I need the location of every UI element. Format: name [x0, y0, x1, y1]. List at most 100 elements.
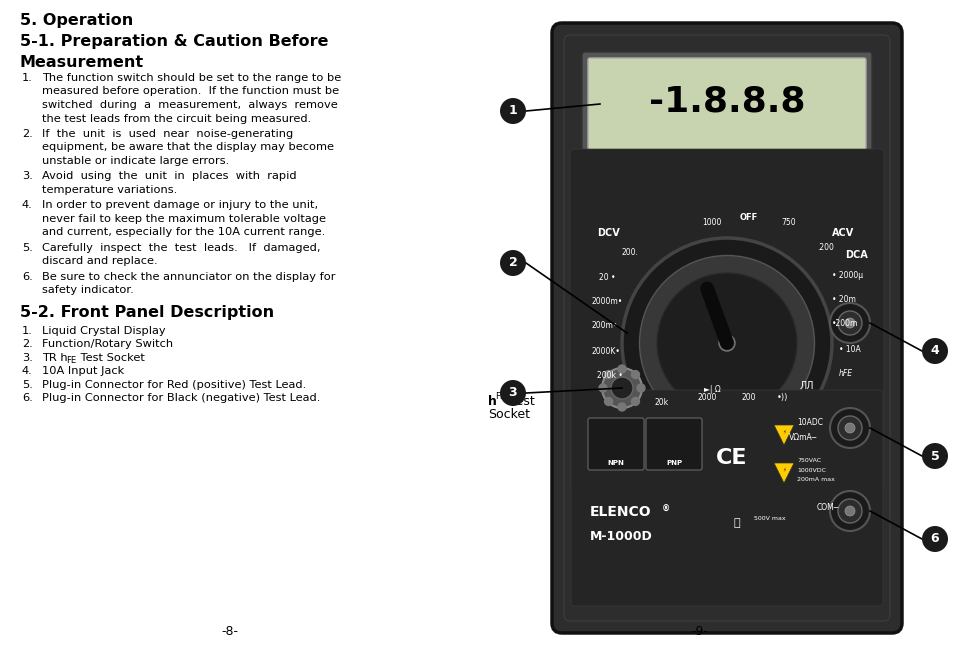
Circle shape [719, 335, 734, 351]
Circle shape [837, 499, 862, 523]
Circle shape [604, 370, 612, 379]
Ellipse shape [639, 255, 814, 430]
Text: ►| Ω: ►| Ω [703, 385, 720, 394]
Text: discard and replace.: discard and replace. [42, 256, 157, 266]
Text: ЛЛ: ЛЛ [799, 381, 814, 391]
Text: Measurement: Measurement [20, 55, 144, 70]
Text: equipment, be aware that the display may become: equipment, be aware that the display may… [42, 143, 334, 152]
Circle shape [499, 98, 525, 124]
Text: Be sure to check the annunciator on the display for: Be sure to check the annunciator on the … [42, 272, 335, 282]
Text: 5-1. Preparation & Caution Before: 5-1. Preparation & Caution Before [20, 34, 328, 49]
Circle shape [604, 397, 612, 406]
Text: the test leads from the circuit being measured.: the test leads from the circuit being me… [42, 113, 311, 124]
Text: 1.: 1. [22, 73, 32, 83]
Circle shape [829, 491, 869, 531]
Circle shape [618, 365, 625, 373]
Text: Plug-in Connector for Black (negative) Test Lead.: Plug-in Connector for Black (negative) T… [42, 393, 320, 404]
Text: FE: FE [66, 356, 76, 365]
Text: 4.: 4. [22, 367, 32, 376]
Circle shape [829, 408, 869, 448]
Text: 500V max: 500V max [753, 516, 785, 521]
Text: 5-2. Front Panel Description: 5-2. Front Panel Description [20, 305, 274, 320]
Text: 20 •: 20 • [598, 273, 615, 282]
Circle shape [637, 384, 644, 392]
Circle shape [601, 368, 641, 408]
Text: hFE: hFE [838, 369, 852, 378]
FancyBboxPatch shape [587, 418, 643, 470]
Text: NPN: NPN [607, 460, 624, 466]
Text: OFF: OFF [740, 213, 758, 222]
Text: -8-: -8- [221, 625, 238, 638]
Circle shape [598, 384, 606, 392]
Text: CE: CE [716, 448, 747, 468]
Text: 2000K•: 2000K• [592, 347, 620, 356]
Text: 2000: 2000 [697, 393, 716, 402]
Text: Liquid Crystal Display: Liquid Crystal Display [42, 326, 166, 336]
Text: 1.: 1. [22, 326, 32, 336]
Text: 2.: 2. [22, 129, 32, 139]
Polygon shape [773, 463, 793, 483]
Circle shape [837, 416, 862, 440]
Text: 5: 5 [929, 449, 939, 462]
Text: 1000VDC: 1000VDC [796, 468, 825, 473]
Text: 200m•: 200m• [592, 321, 618, 330]
Text: .200: .200 [816, 243, 833, 252]
Ellipse shape [621, 238, 831, 448]
Text: VΩmA─: VΩmA─ [788, 433, 817, 442]
Text: 200k •: 200k • [597, 371, 622, 380]
Circle shape [921, 526, 947, 552]
Text: • 20m: • 20m [831, 295, 855, 304]
Text: ⚡: ⚡ [781, 467, 785, 473]
Text: 2.: 2. [22, 340, 32, 350]
Text: temperature variations.: temperature variations. [42, 185, 177, 195]
Text: 6.: 6. [22, 272, 32, 282]
Circle shape [618, 403, 625, 411]
Text: 4.: 4. [22, 201, 32, 210]
Text: 20k: 20k [655, 398, 668, 407]
Text: ®: ® [661, 505, 670, 514]
Text: ⏚: ⏚ [733, 518, 740, 528]
Ellipse shape [657, 273, 796, 413]
Circle shape [829, 303, 869, 343]
Polygon shape [773, 425, 793, 445]
Text: Test Socket: Test Socket [77, 353, 145, 363]
Text: 2: 2 [508, 256, 517, 270]
Circle shape [844, 506, 854, 516]
Text: -1.8.8.8: -1.8.8.8 [648, 85, 804, 119]
Circle shape [921, 338, 947, 364]
Text: In order to prevent damage or injury to the unit,: In order to prevent damage or injury to … [42, 201, 317, 210]
Text: Plug-in Connector for Red (positive) Test Lead.: Plug-in Connector for Red (positive) Tes… [42, 380, 306, 390]
Text: and current, especially for the 10A current range.: and current, especially for the 10A curr… [42, 227, 325, 238]
Text: Avoid  using  the  unit  in  places  with  rapid: Avoid using the unit in places with rapi… [42, 171, 296, 182]
Text: PNP: PNP [665, 460, 681, 466]
Text: • 10A: • 10A [838, 345, 860, 354]
Text: unstable or indicate large errors.: unstable or indicate large errors. [42, 156, 229, 166]
Circle shape [921, 443, 947, 469]
Text: 6.: 6. [22, 393, 32, 404]
Text: •200m: •200m [831, 319, 858, 328]
Text: Test: Test [505, 395, 535, 408]
Circle shape [837, 311, 862, 335]
Circle shape [499, 380, 525, 406]
FancyBboxPatch shape [581, 52, 871, 156]
Text: ELENCO: ELENCO [589, 505, 651, 519]
Text: 200.: 200. [621, 248, 639, 257]
Circle shape [610, 377, 633, 399]
FancyBboxPatch shape [587, 58, 865, 150]
Text: ⚡: ⚡ [781, 430, 785, 434]
Text: Carefully  inspect  the  test  leads.   If  damaged,: Carefully inspect the test leads. If dam… [42, 243, 320, 253]
Text: Function/Rotary Switch: Function/Rotary Switch [42, 340, 172, 350]
Text: The function switch should be set to the range to be: The function switch should be set to the… [42, 73, 341, 83]
Text: 10A Input Jack: 10A Input Jack [42, 367, 124, 376]
Text: ACV: ACV [831, 228, 853, 238]
Text: M-1000D: M-1000D [589, 530, 652, 543]
Text: 750VAC: 750VAC [796, 458, 821, 463]
Text: 750: 750 [781, 218, 796, 227]
Circle shape [844, 423, 854, 433]
Text: measured before operation.  If the function must be: measured before operation. If the functi… [42, 87, 338, 96]
Text: 10ADC: 10ADC [796, 418, 822, 427]
Circle shape [844, 318, 854, 328]
Text: never fail to keep the maximum tolerable voltage: never fail to keep the maximum tolerable… [42, 214, 326, 224]
Circle shape [631, 370, 639, 379]
Text: DCA: DCA [844, 250, 867, 260]
